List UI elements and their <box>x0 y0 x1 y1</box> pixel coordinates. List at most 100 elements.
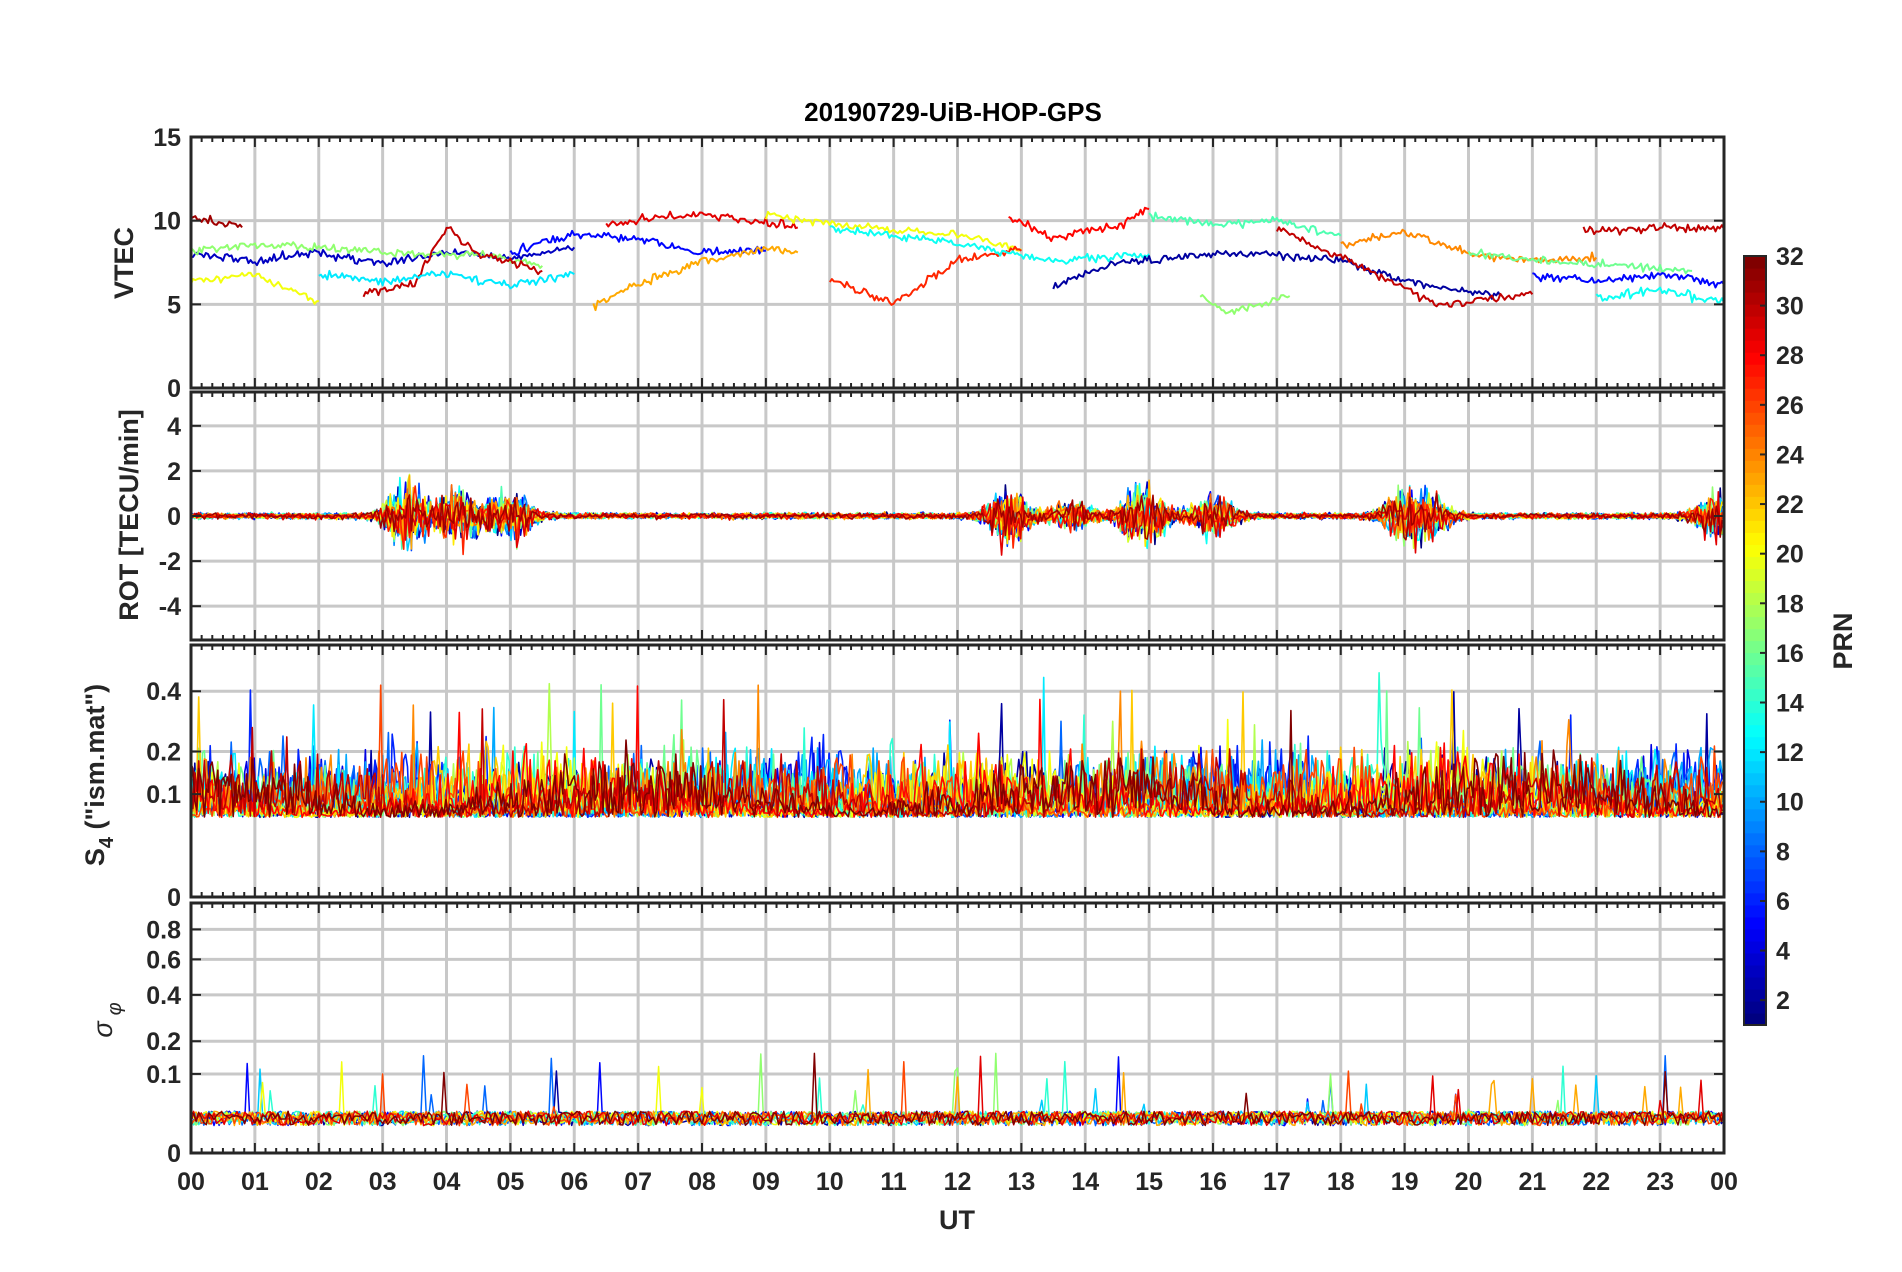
colorbar-step <box>1744 508 1766 521</box>
vtec-series-prn-16 <box>1467 248 1693 275</box>
colorbar-step <box>1744 436 1766 449</box>
colorbar-step <box>1744 352 1766 365</box>
x-tick-label: 00 <box>177 1168 205 1196</box>
colorbar-step <box>1744 700 1766 714</box>
panel-s4: S4 ("ism.mat") 0 0.1 0.2 0.4 <box>80 643 1726 912</box>
colorbar-step <box>1744 796 1766 810</box>
colorbar-step <box>1744 616 1766 630</box>
sigma-series-prn-29 <box>191 1055 1724 1127</box>
colorbar-step <box>1744 868 1766 882</box>
y-tick-label: 0.2 <box>146 739 181 767</box>
colorbar-label: PRN <box>1828 612 1858 669</box>
colorbar-step <box>1744 268 1766 281</box>
x-tick-label: 04 <box>433 1168 461 1196</box>
colorbar-step <box>1744 472 1766 485</box>
colorbar-step <box>1744 988 1766 1002</box>
vtec-series-prn-13 <box>1595 286 1724 304</box>
colorbar-frame <box>1743 255 1767 1026</box>
colorbar-step <box>1744 484 1766 497</box>
x-tick-label: 16 <box>1199 1168 1227 1196</box>
colorbar-step <box>1744 568 1766 582</box>
x-tick-label: 08 <box>688 1168 716 1196</box>
colorbar-step <box>1744 772 1766 786</box>
colorbar-step <box>1744 448 1766 461</box>
colorbar-step <box>1744 364 1766 377</box>
colorbar-step <box>1744 976 1766 990</box>
s4-series-prn-30 <box>191 698 1723 819</box>
colorbar-step <box>1744 304 1766 317</box>
y-tick-label: 0.1 <box>146 781 181 809</box>
colorbar-step <box>1744 808 1766 822</box>
colorbar-step <box>1744 952 1766 966</box>
vtec-series-prn-30 <box>1582 222 1724 236</box>
data-series-group <box>191 671 1723 819</box>
sigma-series-prn-32 <box>191 1052 1724 1127</box>
data-series-group <box>191 1052 1724 1127</box>
colorbar-step <box>1744 316 1766 329</box>
s4-label-main: S <box>80 848 110 866</box>
x-tick-label: 12 <box>944 1168 972 1196</box>
x-tick-label: 13 <box>1007 1168 1035 1196</box>
colorbar-step <box>1744 580 1766 594</box>
y-tick-label: 0.4 <box>146 982 181 1010</box>
data-series-group <box>191 473 1723 556</box>
x-tick-label: 05 <box>496 1168 524 1196</box>
colorbar-step <box>1744 292 1766 305</box>
x-tick-label: 23 <box>1646 1168 1674 1196</box>
colorbar-step <box>1744 880 1766 894</box>
colorbar-step <box>1744 400 1766 413</box>
vtec-series-prn-13 <box>829 225 1150 265</box>
y-axis-label-vtec: VTEC <box>109 227 139 299</box>
x-tick-label: 14 <box>1071 1168 1099 1196</box>
y-tick-label: 0.6 <box>146 946 181 974</box>
colorbar-tick-label: 12 <box>1776 739 1804 767</box>
colorbar-tick-label: 22 <box>1776 491 1804 519</box>
colorbar-step <box>1744 832 1766 846</box>
y-tick-label: -4 <box>159 593 181 621</box>
colorbar-step <box>1744 388 1766 401</box>
colorbar-step <box>1744 556 1766 570</box>
colorbar-step <box>1744 904 1766 918</box>
rot-series-prn-31 <box>191 492 1723 541</box>
data-series-group <box>191 206 1724 315</box>
x-tick-label: 02 <box>305 1168 333 1196</box>
colorbar-step <box>1744 412 1766 425</box>
colorbar-step <box>1744 1012 1766 1026</box>
colorbar-step <box>1744 712 1766 726</box>
vtec-series-prn-17 <box>191 241 544 269</box>
colorbar-step <box>1744 256 1766 269</box>
x-tick-label: 21 <box>1518 1168 1546 1196</box>
y-tick-label: 0.2 <box>146 1028 181 1056</box>
y-tick-label: 0 <box>167 1140 181 1168</box>
colorbar-tick-label: 6 <box>1776 888 1790 916</box>
colorbar-step <box>1744 688 1766 702</box>
colorbar-step <box>1744 496 1766 509</box>
colorbar-step <box>1744 460 1766 473</box>
sigma-label-main: σ <box>88 1020 118 1038</box>
x-tick-label: 22 <box>1582 1168 1610 1196</box>
colorbar-step <box>1744 376 1766 389</box>
vtec-series-prn-31 <box>191 214 243 229</box>
colorbar-tick-label: 4 <box>1776 938 1790 966</box>
colorbar-tick-label: 16 <box>1776 640 1804 668</box>
y-axis-label-rot: ROT [TECU/min] <box>114 409 144 620</box>
colorbar-step <box>1744 736 1766 750</box>
y-tick-label: -2 <box>159 548 181 576</box>
colorbar-step <box>1744 604 1766 618</box>
y-tick-label: 0.8 <box>146 916 181 944</box>
colorbar-tick-label: 24 <box>1776 441 1804 469</box>
panel-vtec: VTEC 0 5 10 15 <box>109 124 1726 403</box>
colorbar-step <box>1744 964 1766 978</box>
colorbar-step <box>1744 928 1766 942</box>
x-tick-label: 19 <box>1391 1168 1419 1196</box>
colorbar-step <box>1744 424 1766 437</box>
y-tick-label: 0.1 <box>146 1061 181 1089</box>
vtec-series-prn-30 <box>362 226 543 298</box>
colorbar-step <box>1744 820 1766 834</box>
x-tick-label: 00 <box>1710 1168 1738 1196</box>
x-tick-label: 15 <box>1135 1168 1163 1196</box>
y-tick-label: 5 <box>167 291 181 319</box>
colorbar-step <box>1744 676 1766 690</box>
y-tick-label: 2 <box>167 458 181 486</box>
